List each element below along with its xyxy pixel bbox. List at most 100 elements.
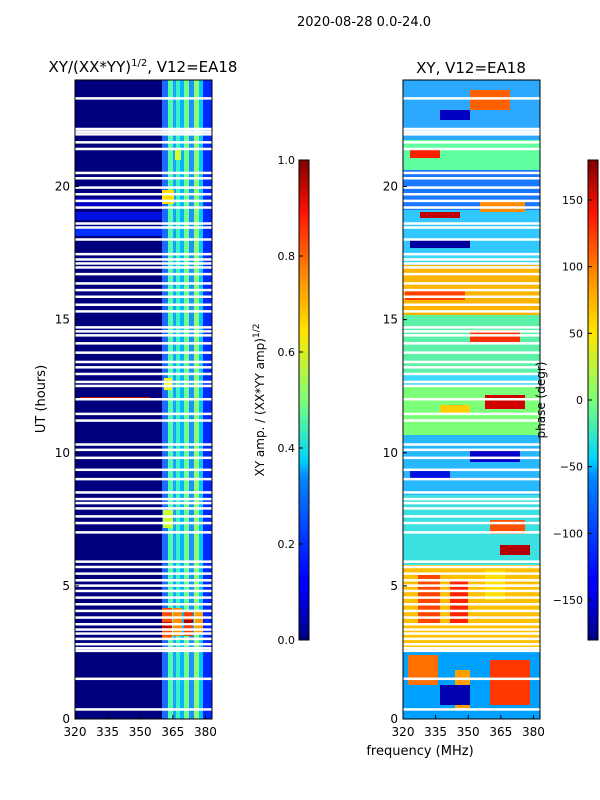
amplitude-flagged-row (75, 186, 212, 189)
amplitude-flagged-row (75, 133, 212, 136)
phase-flagged-row (403, 642, 540, 646)
phase-flagged-row (403, 628, 540, 631)
phase-streak (470, 90, 510, 110)
amplitude-flagged-row (75, 560, 212, 563)
amplitude-y-tick-label: 10 (55, 446, 70, 460)
phase-streak (410, 240, 470, 248)
phase-colorbar-tick-label: 150 (562, 194, 583, 207)
phase-flagged-row (403, 206, 540, 209)
phase-flagged-row (403, 303, 540, 306)
amplitude-flagged-row (75, 596, 212, 599)
amplitude-flagged-row (75, 141, 212, 144)
amplitude-flagged-row (75, 334, 212, 337)
amplitude-flagged-row (75, 360, 212, 364)
amplitude-panel: XY/(XX*YY)1/2, V12=EA18 (34, 58, 237, 739)
amplitude-flagged-row (75, 507, 212, 510)
phase-flagged-row (403, 326, 540, 329)
phase-flagged-row (403, 412, 540, 416)
amplitude-flagged-row (75, 677, 212, 681)
amplitude-colorbar-tick-label: 0.8 (278, 250, 296, 263)
phase-y-tick-label: 0 (390, 712, 398, 726)
phase-flagged-row (403, 456, 540, 460)
amplitude-colorbar-bar (298, 159, 310, 641)
amplitude-colorbar-tick-label: 0.4 (278, 442, 296, 455)
amplitude-flagged-row (75, 171, 212, 175)
amplitude-colorbar-tick-label: 0.2 (278, 538, 296, 551)
amplitude-flagged-row (75, 303, 212, 306)
amplitude-colorbar-tick-label: 0.6 (278, 346, 296, 359)
phase-flagged-row (403, 288, 540, 292)
amplitude-flagged-row (75, 222, 212, 225)
suptitle: 2020-08-28 0.0-24.0 (297, 15, 431, 30)
phase-flagged-row (403, 366, 540, 369)
amplitude-flagged-row (75, 468, 212, 472)
amplitude-flagged-row (75, 272, 212, 276)
amplitude-flagged-row (75, 584, 212, 587)
phase-colorbar-tick-label: −100 (553, 527, 583, 540)
phase-colorbar: −150 −100 −50 0 50 100 150 phase (degr) (534, 159, 599, 641)
amplitude-flagged-row (75, 579, 212, 582)
amplitude-flagged-row (75, 226, 212, 229)
phase-flagged-row (403, 186, 540, 189)
amplitude-flagged-row (75, 288, 212, 292)
phase-flagged-row (403, 649, 540, 653)
amplitude-flagged-row (75, 491, 212, 494)
phase-streak (405, 290, 465, 300)
amplitude-y-tick-label: 15 (55, 313, 70, 327)
amplitude-flagged-row (75, 572, 212, 575)
amplitude-flagged-row (75, 603, 212, 606)
amplitude-flagged-row (75, 628, 212, 631)
amplitude-burst (195, 610, 203, 634)
phase-colorbar-tick-label: 50 (569, 327, 583, 340)
amplitude-y-label: UT (hours) (34, 365, 49, 433)
phase-y-tick-label: 10 (383, 446, 398, 460)
phase-flagged-row (403, 468, 540, 472)
amplitude-flagged-row (75, 199, 212, 203)
phase-flagged-rows (403, 97, 540, 711)
phase-flagged-row (403, 632, 540, 635)
phase-flagged-row (403, 477, 540, 481)
amplitude-patch (163, 510, 173, 528)
amplitude-colorbar: 0.0 0.2 0.4 0.6 0.8 1.0 XY amp. / (XX*YY amp)… (252, 154, 310, 647)
amplitude-flagged-row (75, 326, 212, 329)
amplitude-x-tick-label: 320 (64, 725, 87, 739)
amplitude-axes-frame (74, 79, 213, 720)
amplitude-flagged-row (75, 266, 212, 269)
phase-heatmap (403, 80, 540, 719)
amplitude-flagged-row (75, 282, 212, 285)
phase-y-tick-label: 20 (383, 180, 398, 194)
amplitude-flagged-row (75, 477, 212, 481)
amplitude-flagged-row (75, 384, 212, 388)
phase-flagged-row (403, 171, 540, 175)
amplitude-y-tick-label: 5 (62, 579, 70, 593)
shared-x-label: frequency (MHz) (366, 744, 473, 759)
phase-streak (500, 545, 530, 555)
amplitude-x-tick-label: 380 (194, 725, 217, 739)
phase-flagged-row (403, 226, 540, 229)
amplitude-flagged-row (75, 637, 212, 641)
phase-streak (408, 655, 438, 685)
phase-flagged-row (403, 222, 540, 225)
amplitude-flagged-row (75, 565, 212, 569)
phase-flagged-row (403, 295, 540, 298)
phase-colorbar-tick-label: −150 (553, 594, 583, 607)
phase-streak (480, 200, 525, 212)
phase-x-tick-label: 320 (392, 725, 415, 739)
phase-x-tick-label: 380 (522, 725, 545, 739)
phase-flagged-row (403, 609, 540, 613)
amplitude-flagged-row (75, 295, 212, 298)
phase-flagged-row (403, 507, 540, 510)
phase-x-tick-label: 365 (489, 725, 512, 739)
amplitude-flagged-row (75, 642, 212, 646)
phase-streak (485, 395, 525, 409)
phase-flagged-row (403, 272, 540, 276)
amplitude-streak (75, 226, 162, 236)
phase-panel-title: XY, V12=EA18 (416, 59, 526, 77)
amplitude-flagged-row (75, 622, 212, 626)
amplitude-y-tick-label: 20 (55, 180, 70, 194)
amplitude-flagged-row (75, 97, 212, 100)
amplitude-flagged-row (75, 419, 212, 422)
phase-flagged-row (403, 258, 540, 261)
amplitude-flagged-row (75, 372, 212, 376)
amplitude-flagged-row (75, 448, 212, 452)
